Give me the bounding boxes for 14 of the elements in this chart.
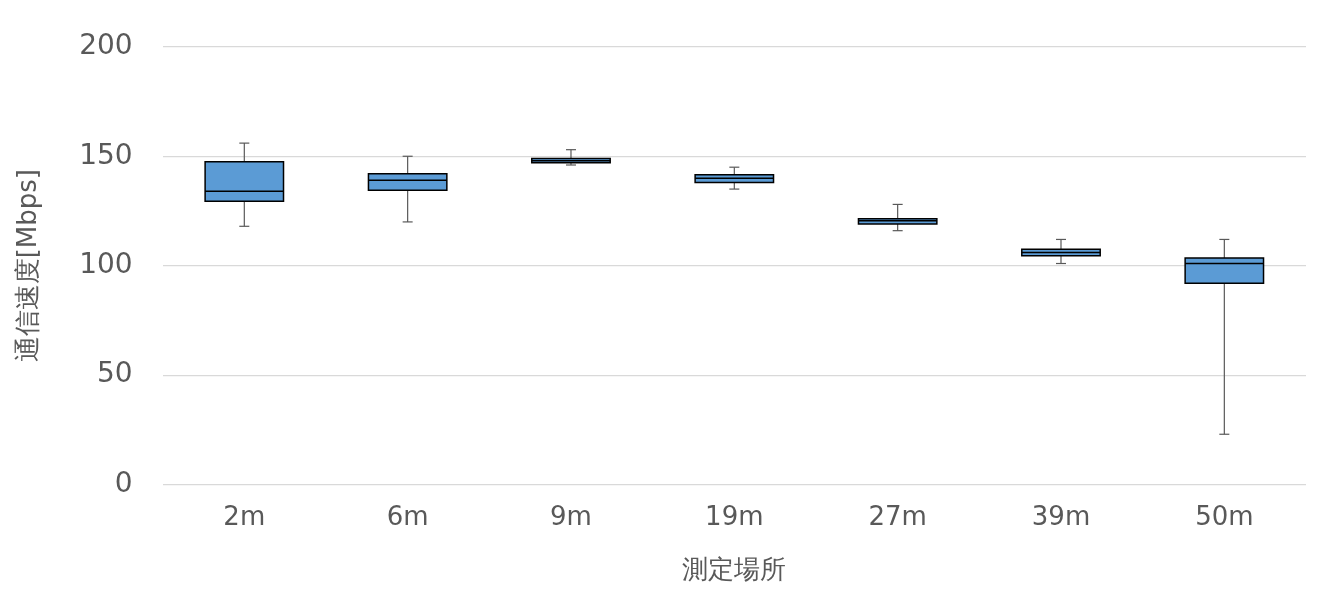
x-tick-label: 9m: [550, 500, 592, 531]
y-tick-label: 200: [79, 28, 133, 62]
x-tick-label: 50m: [1195, 500, 1254, 531]
y-tick-label: 150: [79, 137, 133, 171]
y-tick-label: 0: [114, 465, 133, 499]
x-tick-label: 2m: [223, 500, 266, 531]
x-tick-label: 6m: [386, 500, 429, 531]
y-tick-label: 50: [97, 356, 133, 390]
x-axis-title: 測定場所: [682, 554, 787, 585]
x-tick-label: 39m: [1031, 500, 1091, 531]
y-axis-title: 通信速度[Mbps]: [12, 169, 43, 363]
x-tick-label: 19m: [705, 500, 764, 531]
x-tick-label: 27m: [868, 500, 927, 531]
y-tick-label: 100: [79, 246, 133, 280]
